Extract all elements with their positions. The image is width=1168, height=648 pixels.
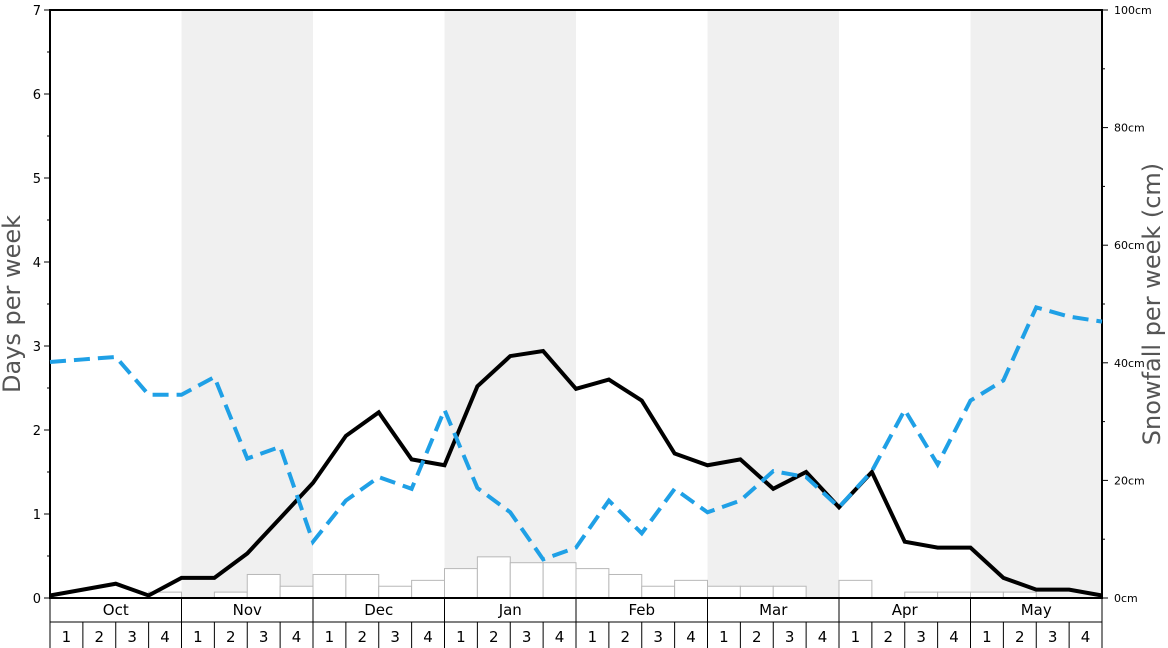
week-label: 3 [259, 628, 269, 646]
week-label: 1 [325, 628, 335, 646]
solid-series-line [49, 348, 1103, 598]
left-tick-label: 3 [33, 340, 41, 355]
left-tick-label: 0 [33, 592, 41, 607]
snowfall-bar [411, 579, 445, 599]
month-label-feb: Feb [628, 601, 655, 619]
left-tick-label: 1 [33, 508, 41, 523]
snowfall-bar [838, 579, 873, 599]
left-tick-label: 7 [33, 4, 41, 19]
week-label: 4 [160, 628, 170, 646]
week-label: 3 [1048, 628, 1058, 646]
snowfall-bar [674, 579, 708, 599]
snowfall-bar [279, 585, 314, 599]
week-label: 3 [653, 628, 663, 646]
month-shading-nov [181, 10, 313, 598]
month-label-apr: Apr [892, 601, 919, 619]
week-label: 4 [292, 628, 302, 646]
week-label: 1 [193, 628, 203, 646]
snowfall-bar [444, 568, 478, 599]
left-tick-label: 2 [33, 424, 41, 439]
right-tick-label: 100cm [1114, 4, 1152, 17]
snowfall-bar [608, 573, 643, 599]
left-axis-title: Days per week [0, 215, 26, 393]
week-label: 3 [522, 628, 532, 646]
month-shading-group [181, 10, 1102, 598]
month-label-mar: Mar [759, 601, 788, 619]
right-tick-label: 0cm [1114, 592, 1138, 605]
month-shading-jan [444, 10, 576, 598]
week-label: 3 [390, 628, 400, 646]
week-label: 4 [686, 628, 696, 646]
right-tick-label: 80cm [1114, 122, 1145, 135]
month-row: Oct Nov Dec Jan Feb Mar Apr May [49, 597, 1103, 623]
month-label-dec: Dec [364, 601, 393, 619]
week-label: 4 [1081, 628, 1091, 646]
week-label: 1 [851, 628, 861, 646]
dashed-series-line [49, 304, 1103, 562]
month-shading-mar [707, 10, 839, 598]
snowfall-bar [476, 556, 511, 599]
left-tick-label: 6 [33, 88, 41, 103]
series-group [49, 304, 1103, 598]
snowfall-bar [312, 573, 347, 599]
snowfall-bar [641, 585, 676, 599]
month-label-may: May [1021, 601, 1052, 619]
week-label: 2 [358, 628, 368, 646]
week-label: 1 [62, 628, 72, 646]
snowfall-bar [772, 585, 807, 599]
snowfall-bar [575, 568, 610, 599]
week-label: 4 [818, 628, 828, 646]
month-label-oct: Oct [103, 601, 129, 619]
week-label: 2 [1015, 628, 1025, 646]
snowfall-bar [739, 585, 774, 599]
week-label: 2 [884, 628, 894, 646]
week-label: 1 [588, 628, 598, 646]
right-tick-label: 60cm [1114, 239, 1145, 252]
week-label: 4 [555, 628, 565, 646]
week-label: 4 [423, 628, 433, 646]
snowfall-bar [345, 573, 380, 599]
week-label: 1 [719, 628, 729, 646]
week-row: 1 2 3 4 1 2 3 4 1 2 3 4 1 2 3 4 1 2 3 4 1 2 3 4 1 2 3 4 1 2 3 4 [49, 622, 1103, 648]
snowfall-bar [707, 585, 741, 599]
right-axis-ticks: 0cm 20cm 40cm 60cm 80cm 100cm [1102, 4, 1152, 605]
week-label: 2 [95, 628, 105, 646]
left-tick-label: 5 [33, 172, 41, 187]
right-axis-title: Snowfall per week (cm) [1138, 163, 1166, 445]
week-label: 4 [949, 628, 959, 646]
left-tick-label: 4 [33, 256, 41, 271]
week-label: 3 [916, 628, 926, 646]
right-tick-label: 20cm [1114, 474, 1145, 487]
left-axis-ticks: 0 1 2 3 4 5 6 7 [33, 4, 50, 607]
week-label: 2 [226, 628, 236, 646]
week-label: 2 [489, 628, 499, 646]
month-label-nov: Nov [233, 601, 262, 619]
week-label: 2 [621, 628, 631, 646]
week-label: 3 [785, 628, 795, 646]
month-shading-may [970, 10, 1102, 598]
week-label: 2 [752, 628, 762, 646]
week-label: 1 [982, 628, 992, 646]
snowfall-bar [542, 562, 577, 599]
week-label: 1 [456, 628, 466, 646]
right-tick-label: 40cm [1114, 357, 1145, 370]
snowfall-bar [509, 562, 544, 599]
snowfall-bar [246, 573, 281, 599]
week-label: 3 [127, 628, 137, 646]
month-label-jan: Jan [498, 601, 522, 619]
snowfall-bar [378, 585, 413, 599]
